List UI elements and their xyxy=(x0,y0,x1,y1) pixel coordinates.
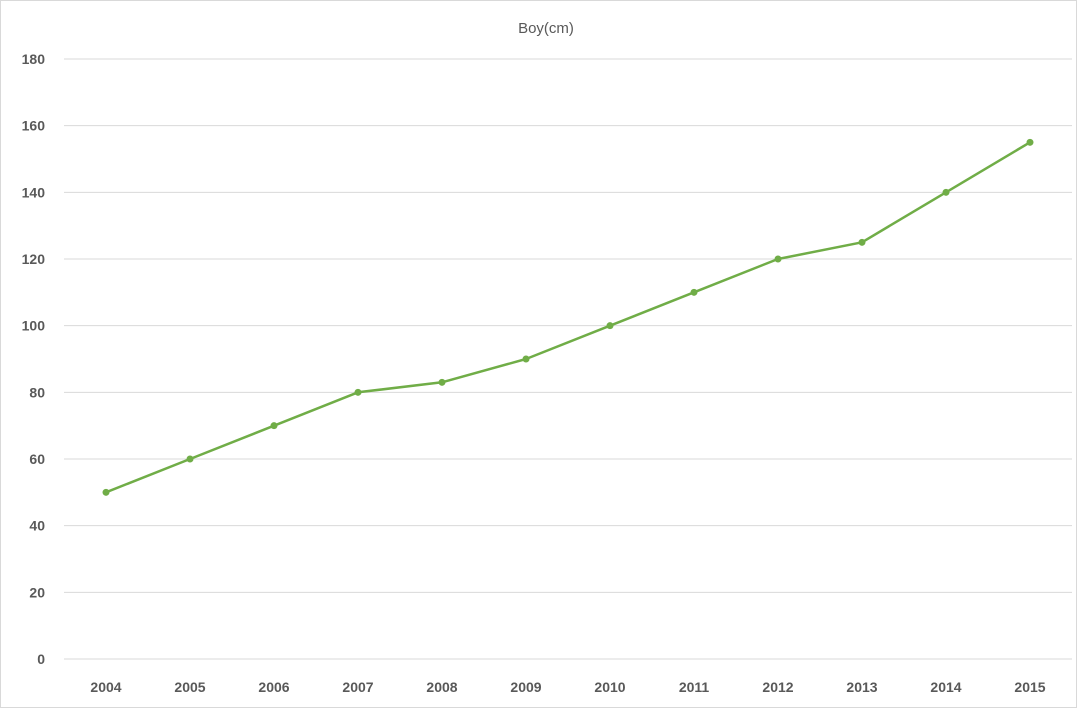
data-point xyxy=(942,188,950,196)
data-point xyxy=(438,378,446,386)
x-tick-label: 2008 xyxy=(426,679,457,695)
y-axis-ticks: 0 20 40 60 80 100 120 140 160 180 xyxy=(22,51,46,667)
x-tick-label: 2012 xyxy=(762,679,793,695)
data-point xyxy=(186,455,194,463)
x-tick-label: 2005 xyxy=(174,679,205,695)
grid-lines xyxy=(64,58,1072,660)
data-point xyxy=(858,238,866,246)
data-point xyxy=(102,488,110,496)
y-tick-label: 60 xyxy=(29,451,45,467)
x-tick-label: 2010 xyxy=(594,679,625,695)
data-point xyxy=(606,322,614,330)
x-tick-label: 2009 xyxy=(510,679,541,695)
data-point xyxy=(774,255,782,263)
y-tick-label: 20 xyxy=(29,584,45,600)
x-tick-label: 2013 xyxy=(846,679,877,695)
data-point xyxy=(354,388,362,396)
data-point xyxy=(1026,138,1034,146)
series-line xyxy=(105,141,1031,494)
y-tick-label: 100 xyxy=(22,318,46,334)
chart-title: Boy(cm) xyxy=(518,20,574,37)
y-tick-label: 40 xyxy=(29,518,45,534)
x-tick-label: 2011 xyxy=(679,679,710,695)
data-point xyxy=(270,422,278,430)
x-tick-label: 2006 xyxy=(258,679,289,695)
y-tick-label: 160 xyxy=(22,118,46,134)
y-tick-label: 80 xyxy=(29,384,45,400)
x-axis-ticks: 2004 2005 2006 2007 2008 2009 2010 2011 2012 2013… xyxy=(90,679,1045,695)
y-tick-label: 180 xyxy=(22,51,46,67)
series-group xyxy=(102,138,1034,496)
x-tick-label: 2014 xyxy=(930,679,961,695)
x-tick-label: 2015 xyxy=(1014,679,1045,695)
data-point xyxy=(522,355,530,363)
y-tick-label: 120 xyxy=(22,251,46,267)
x-tick-label: 2004 xyxy=(90,679,121,695)
x-tick-label: 2007 xyxy=(342,679,373,695)
y-tick-label: 0 xyxy=(37,651,45,667)
y-tick-label: 140 xyxy=(22,184,46,200)
data-point xyxy=(690,288,698,296)
